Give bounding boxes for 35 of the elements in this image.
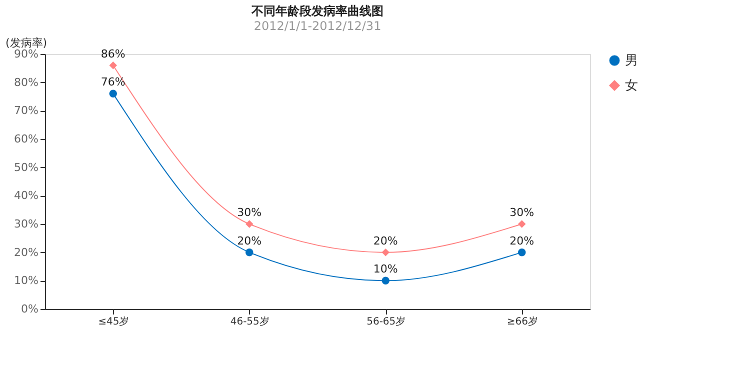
point xyxy=(109,90,117,98)
point xyxy=(518,220,526,228)
point xyxy=(382,248,390,256)
x-tick-label: 56-65岁 xyxy=(366,316,406,328)
data-label: 20% xyxy=(510,234,534,248)
point xyxy=(382,276,390,285)
data-label: 20% xyxy=(237,234,262,248)
y-tick-label: 90% xyxy=(14,48,38,60)
point xyxy=(109,61,117,70)
x-tick-label: ≥66岁 xyxy=(506,316,538,328)
y-tick-label: 40% xyxy=(14,189,38,202)
y-tick-label: 30% xyxy=(14,218,38,230)
legend-label: 女 xyxy=(625,78,638,94)
data-label: 10% xyxy=(373,262,398,276)
data-label: 30% xyxy=(510,206,534,219)
legend-label: 男 xyxy=(625,54,638,68)
y-tick-label: 0% xyxy=(21,302,38,316)
y-tick-label: 70% xyxy=(14,104,38,118)
y-axis-title: (发病率) xyxy=(6,36,48,50)
chart-subtitle: 2012/1/1-2012/12/31 xyxy=(254,19,382,33)
point xyxy=(518,248,526,256)
y-tick-label: 50% xyxy=(14,160,38,174)
data-label: 86% xyxy=(100,47,126,60)
data-label: 76% xyxy=(100,76,126,89)
y-tick-label: 60% xyxy=(14,132,38,146)
y-tick-label: 10% xyxy=(14,274,38,288)
point xyxy=(246,220,254,228)
x-tick-label: 46-55岁 xyxy=(230,316,270,328)
y-tick-label: 20% xyxy=(14,246,38,259)
x-tick-label: ≤45岁 xyxy=(98,316,130,328)
data-label: 20% xyxy=(373,234,398,248)
y-tick-label: 80% xyxy=(14,76,38,89)
chart-title: 不同年龄段发病率曲线图 xyxy=(250,4,384,18)
point xyxy=(246,248,254,256)
data-label: 30% xyxy=(237,206,262,219)
